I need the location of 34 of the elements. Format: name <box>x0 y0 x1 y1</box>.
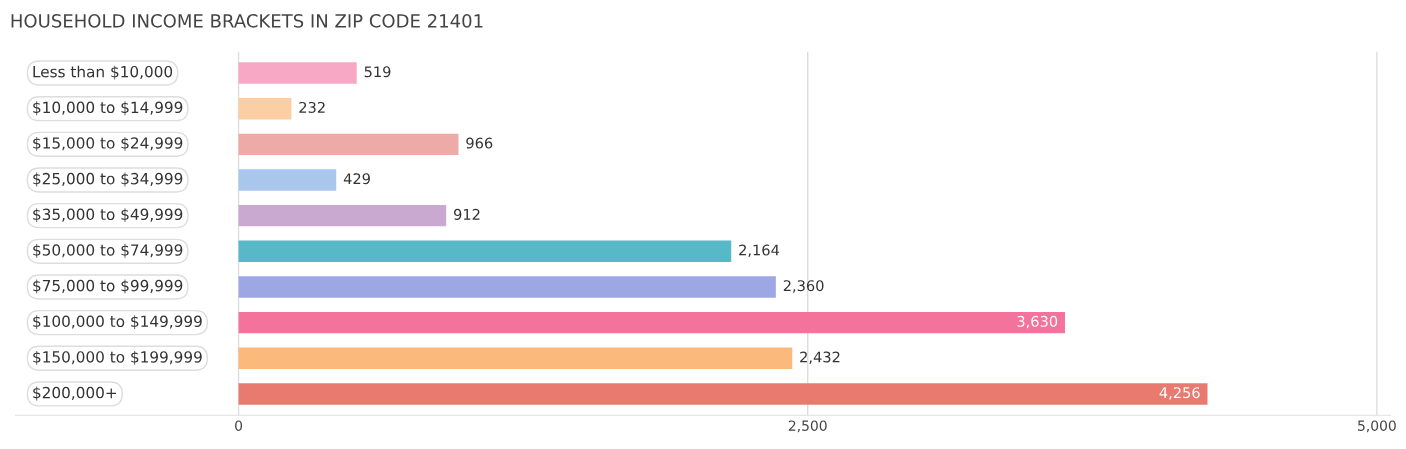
y-tick-label: $10,000 to $14,999 <box>33 101 183 116</box>
data-label: 912 <box>453 208 480 220</box>
bar <box>238 204 447 227</box>
x-tick-label: 2,500 <box>788 420 827 433</box>
data-label: 429 <box>343 173 370 185</box>
data-label: 2,164 <box>739 244 780 258</box>
y-tick-label: $15,000 to $24,999 <box>33 136 183 151</box>
x-tick-label: 5,000 <box>1358 420 1396 433</box>
data-label: 4,256 <box>1159 387 1200 400</box>
data-label: 232 <box>299 101 325 113</box>
y-tick-label: $35,000 to $49,999 <box>33 208 183 223</box>
data-label: 519 <box>364 66 391 78</box>
y-tick-label: $200,000+ <box>33 386 117 401</box>
bar <box>238 133 459 156</box>
y-tick-label: $25,000 to $34,999 <box>33 172 183 187</box>
bar <box>238 240 732 262</box>
chart-title: HOUSEHOLD INCOME BRACKETS IN ZIP CODE 21401 <box>11 14 483 28</box>
data-label: 2,432 <box>800 351 840 364</box>
y-tick-label: $100,000 to $149,999 <box>33 315 202 330</box>
bar <box>238 276 776 298</box>
bar <box>238 347 793 369</box>
x-tick-label: 0 <box>235 420 243 431</box>
data-label: 3,630 <box>1017 315 1058 329</box>
bar <box>238 169 337 191</box>
bar <box>238 383 1208 405</box>
y-tick-label: $75,000 to $99,999 <box>33 279 183 294</box>
bar <box>238 97 292 120</box>
bar <box>238 62 357 84</box>
data-label: 2,360 <box>783 280 824 293</box>
y-tick-label: Less than $10,000 <box>33 65 173 80</box>
y-tick-label: $50,000 to $74,999 <box>33 243 183 258</box>
bar <box>238 311 1065 334</box>
data-label: 966 <box>466 137 493 149</box>
y-tick-label: $150,000 to $199,999 <box>33 350 202 365</box>
